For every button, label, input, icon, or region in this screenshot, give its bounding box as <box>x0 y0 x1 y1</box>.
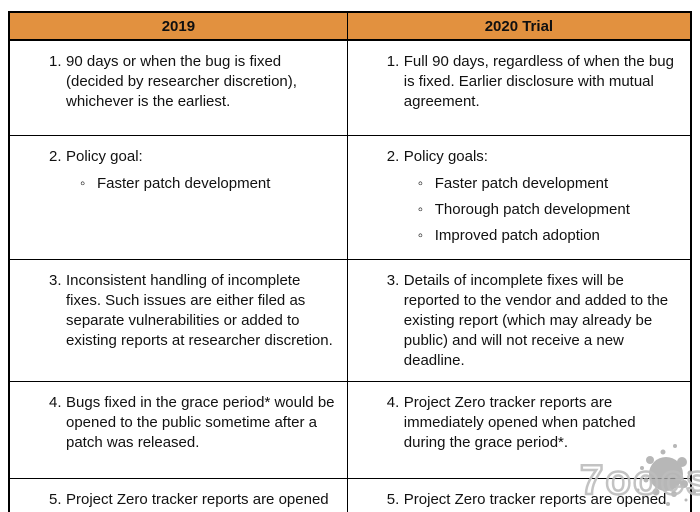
numbered-item: 4. Bugs fixed in the grace period* would … <box>49 393 337 453</box>
open-circle-bullet-icon: ◦ <box>417 227 424 244</box>
item-text: Policy goal: <box>66 148 143 165</box>
item-text: Details of incomplete fixes will be repo… <box>403 272 669 369</box>
item-text: Project Zero tracker reports are immedia… <box>403 394 636 451</box>
table-row: 2. Policy goal: ◦ Faster patch development 2… <box>8 135 692 260</box>
table-row: 5. Project Zero tracker reports are opene… <box>8 478 692 512</box>
policy-cell-2019-item-2: 2. Policy goal: ◦ Faster patch development <box>8 135 348 260</box>
table-row: 3. Inconsistent handling of incomplete fi… <box>8 259 692 382</box>
item-number: 5. <box>386 491 400 508</box>
numbered-item: 3. Inconsistent handling of incomplete fi… <box>49 271 337 351</box>
bullet-text: Improved patch adoption <box>434 227 600 244</box>
numbered-item: 5. Project Zero tracker reports are opene… <box>49 490 337 512</box>
item-number: 1. <box>49 53 62 70</box>
policy-cell-2020-trial-item-5: 5. Project Zero tracker reports are opene… <box>346 478 692 512</box>
policy-cell-2019-item-4: 4. Bugs fixed in the grace period* would … <box>8 381 348 479</box>
item-number: 4. <box>386 394 400 411</box>
item-text: Project Zero tracker reports are opened … <box>403 491 675 512</box>
bullet-text: Faster patch development <box>434 175 609 192</box>
item-number: 3. <box>386 272 400 289</box>
numbered-item: 4. Project Zero tracker reports are immed… <box>387 393 680 453</box>
item-text: Project Zero tracker reports are opened … <box>66 491 329 512</box>
policy-comparison-table: 2019 2020 Trial 1. 90 days or when the bu… <box>8 11 692 512</box>
item-number: 2. <box>49 148 62 165</box>
policy-cell-2020-trial-item-2: 2. Policy goals: ◦ Faster patch development… <box>346 135 692 260</box>
open-circle-bullet-icon: ◦ <box>80 175 86 192</box>
table-row: 1. 90 days or when the bug is fixed (deci… <box>8 39 692 136</box>
item-text: Full 90 days, regardless of when the bug… <box>403 53 674 110</box>
table-row: 4. Bugs fixed in the grace period* would … <box>8 381 692 479</box>
bullet-item: ◦ Faster patch development <box>418 174 680 194</box>
policy-cell-2019-item-5: 5. Project Zero tracker reports are opene… <box>8 478 348 512</box>
bullet-list: ◦ Faster patch development ◦ Thorough patch… <box>387 174 680 246</box>
open-circle-bullet-icon: ◦ <box>417 201 424 218</box>
numbered-item: 2. Policy goal: <box>49 147 337 167</box>
open-circle-bullet-icon: ◦ <box>417 175 424 192</box>
item-number: 3. <box>49 272 62 289</box>
policy-cell-2020-trial-item-4: 4. Project Zero tracker reports are immed… <box>346 381 692 479</box>
numbered-item: 1. 90 days or when the bug is fixed (deci… <box>49 52 337 112</box>
bullet-item: ◦ Improved patch adoption <box>418 226 680 246</box>
bullet-item: ◦ Faster patch development <box>80 174 337 194</box>
bullet-text: Thorough patch development <box>434 201 630 218</box>
numbered-item: 2. Policy goals: <box>387 147 680 167</box>
item-text: 90 days or when the bug is fixed (decide… <box>66 53 297 110</box>
bullet-item: ◦ Thorough patch development <box>418 200 680 220</box>
bullet-list: ◦ Faster patch development <box>49 174 337 194</box>
item-text: Policy goals: <box>403 148 488 165</box>
column-header-2020-trial: 2020 Trial <box>346 11 692 41</box>
item-text: Bugs fixed in the grace period* would be… <box>66 394 335 451</box>
item-number: 2. <box>386 148 400 165</box>
policy-cell-2019-item-3: 3. Inconsistent handling of incomplete fi… <box>8 259 348 382</box>
header-row: 2019 2020 Trial <box>8 11 692 41</box>
item-number: 1. <box>386 53 400 70</box>
policy-cell-2020-trial-item-1: 1. Full 90 days, regardless of when the b… <box>346 39 692 136</box>
numbered-item: 1. Full 90 days, regardless of when the b… <box>387 52 680 112</box>
numbered-item: 5. Project Zero tracker reports are opene… <box>387 490 680 512</box>
policy-cell-2019-item-1: 1. 90 days or when the bug is fixed (deci… <box>8 39 348 136</box>
item-text: Inconsistent handling of incomplete fixe… <box>66 272 333 349</box>
policy-cell-2020-trial-item-3: 3. Details of incomplete fixes will be re… <box>346 259 692 382</box>
item-number: 4. <box>49 394 62 411</box>
column-header-2019: 2019 <box>8 11 348 41</box>
bullet-text: Faster patch development <box>97 175 271 192</box>
numbered-item: 3. Details of incomplete fixes will be re… <box>387 271 680 371</box>
item-number: 5. <box>49 491 62 508</box>
